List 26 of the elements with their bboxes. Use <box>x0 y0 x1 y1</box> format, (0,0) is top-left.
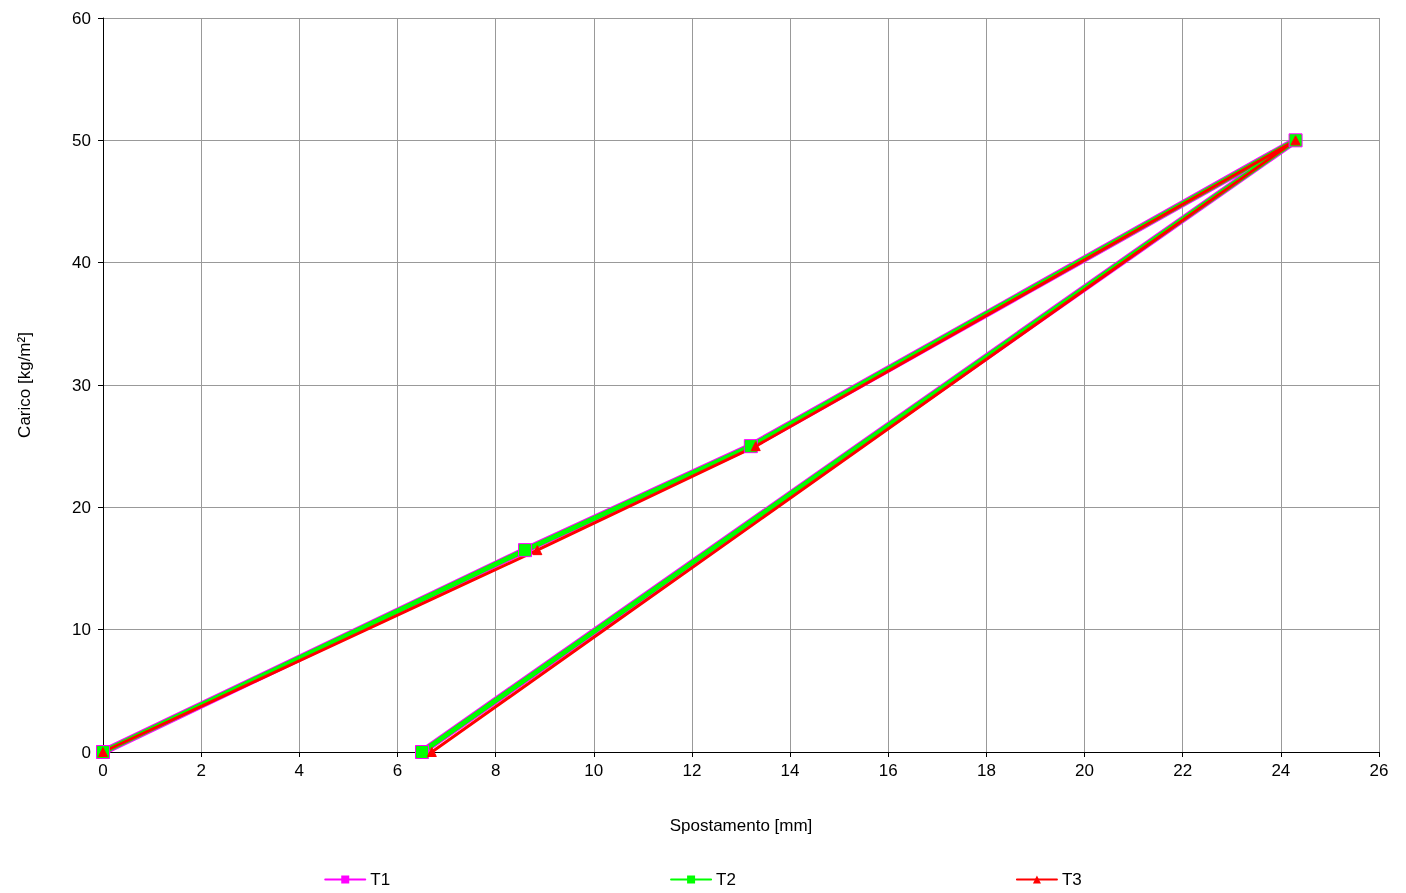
x-tick-label: 22 <box>1173 761 1193 780</box>
x-tick-label: 2 <box>196 761 206 780</box>
y-axis-title: Carico [kg/m²] <box>15 332 34 438</box>
x-tick-label: 8 <box>490 761 501 780</box>
y-tick-label: 20 <box>72 497 91 517</box>
x-tick-label: 4 <box>294 761 305 780</box>
y-tick-label: 50 <box>72 130 91 150</box>
x-tick-label: 14 <box>780 761 800 780</box>
legend-label: T3 <box>1061 870 1082 889</box>
y-tick-label: 30 <box>72 375 91 395</box>
x-tick-label: 12 <box>682 761 702 780</box>
x-tick-label: 16 <box>878 761 898 780</box>
x-tick-label: 18 <box>976 761 996 780</box>
legend-label: T2 <box>716 870 736 889</box>
y-tick-label: 40 <box>72 253 91 273</box>
y-tick-label: 10 <box>72 620 91 640</box>
x-axis-title: Spostamento [mm] <box>669 816 813 835</box>
y-tick-label: 0 <box>81 742 91 762</box>
x-tick-label: 24 <box>1271 761 1291 780</box>
x-tick-label: 6 <box>392 761 403 780</box>
x-tick-label: 20 <box>1075 761 1094 780</box>
x-tick-label: 26 <box>1369 761 1389 780</box>
legend-label: T1 <box>370 870 391 889</box>
x-tick-label: 0 <box>98 761 108 780</box>
x-tick-label: 10 <box>584 761 604 780</box>
y-tick-label: 60 <box>72 8 91 28</box>
